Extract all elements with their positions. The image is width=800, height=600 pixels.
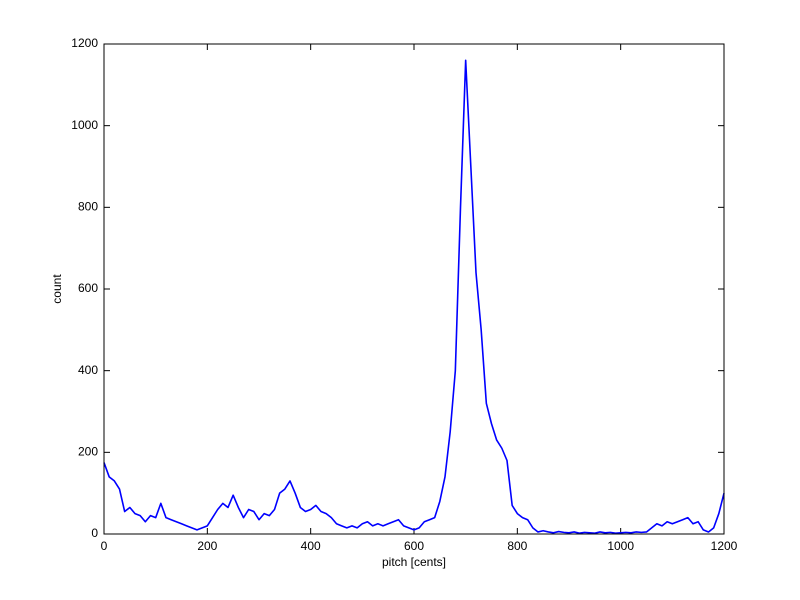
data-line — [103, 59, 725, 534]
x-axis-label: pitch [cents] — [382, 555, 446, 569]
x-tick-label: 1200 — [711, 539, 738, 553]
y-tick-label: 0 — [91, 526, 98, 540]
x-tick-label: 0 — [101, 539, 108, 553]
y-tick-label: 1200 — [71, 36, 98, 50]
y-tick-label: 200 — [78, 445, 98, 459]
y-tick-label: 600 — [78, 281, 98, 295]
x-tick-label: 600 — [404, 539, 424, 553]
x-tick-label: 200 — [197, 539, 217, 553]
plot-box — [103, 43, 725, 535]
y-tick-label: 400 — [78, 363, 98, 377]
x-tick-label: 800 — [507, 539, 527, 553]
x-tick-label: 1000 — [607, 539, 634, 553]
x-tick-label: 400 — [301, 539, 321, 553]
y-tick-label: 1000 — [71, 118, 98, 132]
y-axis-label: count — [50, 274, 64, 304]
y-tick-label: 800 — [78, 200, 98, 214]
